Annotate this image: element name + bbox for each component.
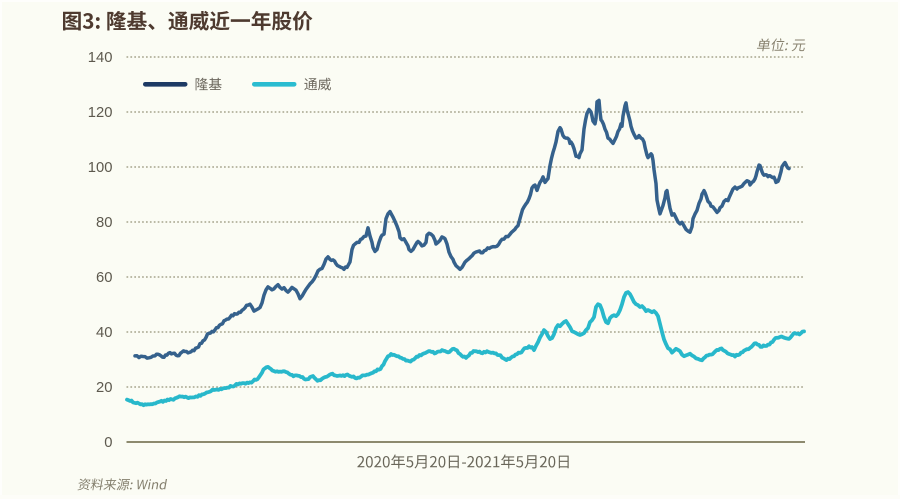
svg-text:80: 80 <box>96 215 112 231</box>
svg-text:20: 20 <box>96 380 112 396</box>
svg-text:100: 100 <box>88 160 113 176</box>
svg-text:0: 0 <box>104 435 112 451</box>
svg-text:60: 60 <box>96 270 112 286</box>
svg-text:140: 140 <box>88 50 113 66</box>
svg-text:40: 40 <box>96 325 112 341</box>
svg-text:120: 120 <box>88 105 113 121</box>
